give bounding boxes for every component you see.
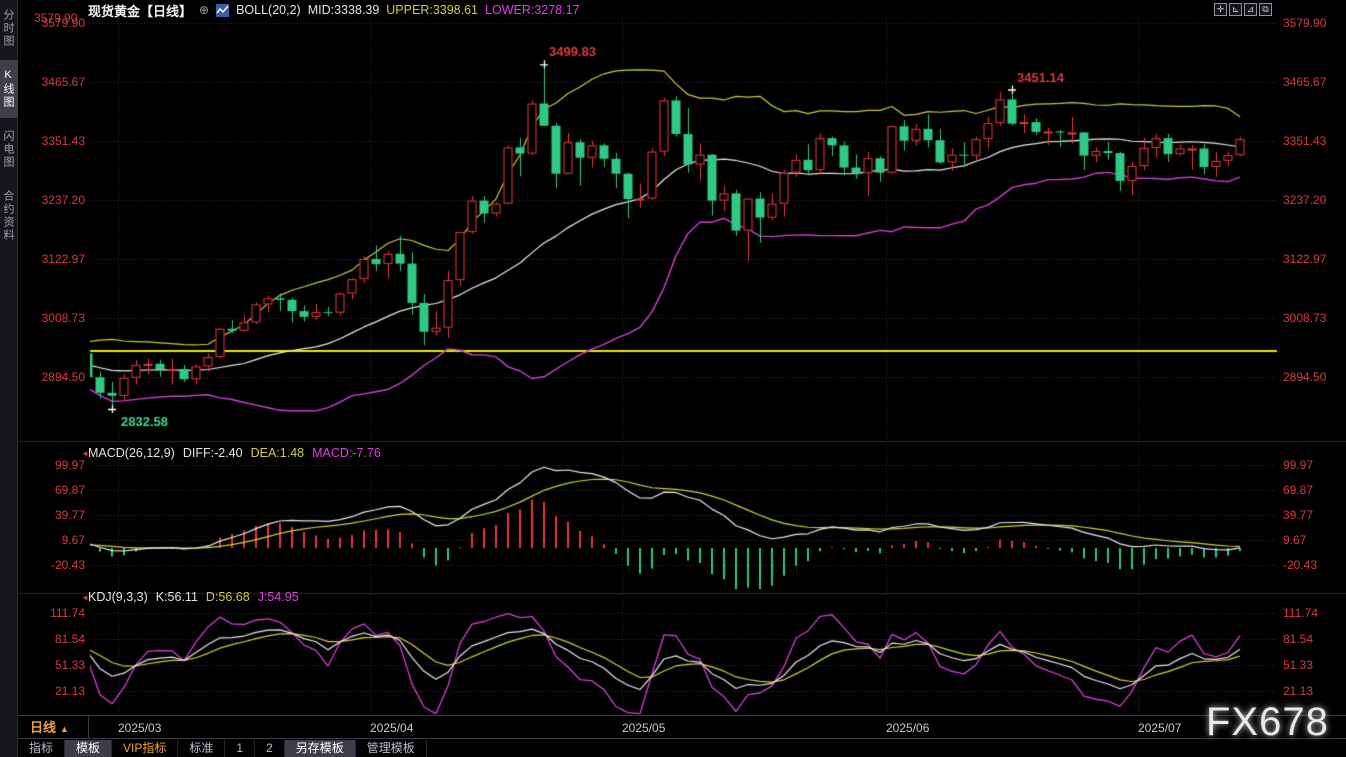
macd-axis-label: 9.67: [1283, 533, 1307, 547]
chart-type-sidebar: 分时图 K线图闪电图合约资料: [0, 0, 18, 757]
symbol-title: 现货黄金【日线】: [88, 3, 193, 19]
price-axis-label: 2894.50: [41, 370, 85, 384]
x-axis-label: 2025/05: [622, 721, 666, 735]
price-axis-label: 3122.97: [1283, 252, 1327, 266]
kdj-axis-label: 81.54: [1283, 632, 1314, 646]
expand-circle-icon[interactable]: ⊕: [199, 3, 210, 17]
price-axis-label: 3237.20: [41, 193, 85, 207]
kdj-panel-arrow-icon[interactable]: ◄: [81, 593, 89, 602]
sidebar-tab-3[interactable]: 合约资料: [2, 190, 14, 242]
price-axis-label: 3465.67: [41, 75, 85, 89]
macd-axis-label: 69.87: [54, 483, 85, 497]
period-selector[interactable]: 日线 ▲: [18, 716, 89, 739]
x-axis-row: 日线 ▲ 2025/03 2025/04 2025/05 2025/06 2025/07: [18, 715, 1346, 739]
price-axis-label: 3122.97: [41, 252, 85, 266]
macd-name-label: MACD(26,12,9): [88, 446, 175, 460]
macd-macd-label: MACD:-7.76: [312, 446, 381, 460]
boll-name-label: BOLL(20,2): [236, 3, 301, 17]
price-axis-label: 3008.73: [1283, 311, 1327, 325]
macd-diff-label: DIFF:-2.40: [182, 446, 243, 460]
kdj-axis-label: 21.13: [54, 684, 85, 698]
kdj-axis-label: 51.33: [1283, 658, 1314, 672]
kdj-k-label: K:56.11: [155, 590, 198, 604]
axis-right-icon[interactable]: ⊿: [1244, 3, 1257, 16]
bottom-tab-2[interactable]: VIP指标: [112, 740, 179, 757]
bottom-tab-0[interactable]: 指标: [18, 740, 66, 757]
watermark: FX678: [1206, 700, 1329, 744]
price-axis-label: 3008.73: [41, 311, 85, 325]
kdj-header: KDJ(9,3,3) K:56.11 D:56.68 J:54.95: [88, 590, 299, 604]
macd-header: MACD(26,12,9) DIFF:-2.40 DEA:1.48 MACD:-…: [88, 446, 381, 460]
kdj-axis-label: 21.13: [1283, 684, 1314, 698]
macd-axis-label: 9.67: [61, 533, 85, 547]
sidebar-tab-1[interactable]: K线图: [0, 60, 18, 118]
bottom-toolbar: 指标 模板 VIP指标 标准 1 2 另存模板 管理模板: [18, 740, 1346, 757]
x-axis-label: 2025/07: [1138, 721, 1182, 735]
price-axis-label: 3351.43: [41, 134, 85, 148]
boll-upper-label: UPPER:3398.61: [386, 3, 479, 17]
bottom-tab-3[interactable]: 标准: [178, 740, 226, 757]
macd-axis-label: -20.43: [50, 558, 85, 572]
kdj-d-label: D:56.68: [205, 590, 250, 604]
bottom-tab-7[interactable]: 管理模板: [356, 740, 427, 757]
period-arrow-icon: ▲: [60, 724, 69, 734]
kdj-j-label: J:54.95: [257, 590, 299, 604]
macd-dea-label: DEA:1.48: [250, 446, 305, 460]
bottom-tab-1[interactable]: 模板: [65, 740, 113, 757]
macd-axis-label: 69.87: [1283, 483, 1314, 497]
macd-axis-label: -20.43: [1283, 558, 1318, 572]
x-axis-label: 2025/06: [886, 721, 930, 735]
bottom-tab-5[interactable]: 2: [255, 740, 285, 757]
kdj-axis-label: 51.33: [54, 658, 85, 672]
macd-axis-label: 39.77: [1283, 508, 1314, 522]
kdj-axis-label: 111.74: [1283, 606, 1318, 620]
price-axis-label: 3465.67: [1283, 75, 1327, 89]
chart-toolbar: ✛ ⊾ ⊿ ⧉: [1214, 3, 1272, 16]
sidebar-tab-0[interactable]: 分时图: [2, 9, 14, 48]
kdj-axis-label: 111.74: [50, 606, 85, 620]
price-axis-label: 3579.90: [41, 16, 85, 30]
chart-header: 现货黄金【日线】 ⊕ BOLL(20,2) MID:3338.39 UPPER:…: [88, 2, 580, 19]
x-axis-label: 2025/04: [370, 721, 414, 735]
macd-panel-arrow-icon[interactable]: ◄: [81, 449, 89, 458]
kdj-name-label: KDJ(9,3,3): [88, 590, 148, 604]
macd-axis-label: 99.97: [54, 458, 85, 472]
period-label: 日线: [30, 720, 57, 735]
top-left-price-label: 3579.90: [34, 11, 78, 25]
bottom-tab-4[interactable]: 1: [225, 740, 256, 757]
macd-axis-label: 39.77: [54, 508, 85, 522]
macd-axis-label: 99.97: [1283, 458, 1314, 472]
sidebar-tab-2[interactable]: 闪电图: [2, 130, 14, 169]
pane-expand-icon[interactable]: ⧉: [1259, 3, 1272, 16]
indicator-icon[interactable]: [216, 3, 230, 17]
x-axis-label: 2025/03: [118, 721, 162, 735]
crosshair-icon[interactable]: ✛: [1214, 3, 1227, 16]
boll-mid-label: MID:3338.39: [307, 3, 380, 17]
kdj-axis-label: 81.54: [54, 632, 85, 646]
axis-left-icon[interactable]: ⊾: [1229, 3, 1242, 16]
price-axis-label: 3237.20: [1283, 193, 1327, 207]
price-axis-label: 3351.43: [1283, 134, 1327, 148]
price-axis-label: 3579.90: [1283, 16, 1327, 30]
price-axis-label: 2894.50: [1283, 370, 1327, 384]
boll-lower-label: LOWER:3278.17: [485, 3, 580, 17]
bottom-tab-6[interactable]: 另存模板: [284, 740, 356, 757]
